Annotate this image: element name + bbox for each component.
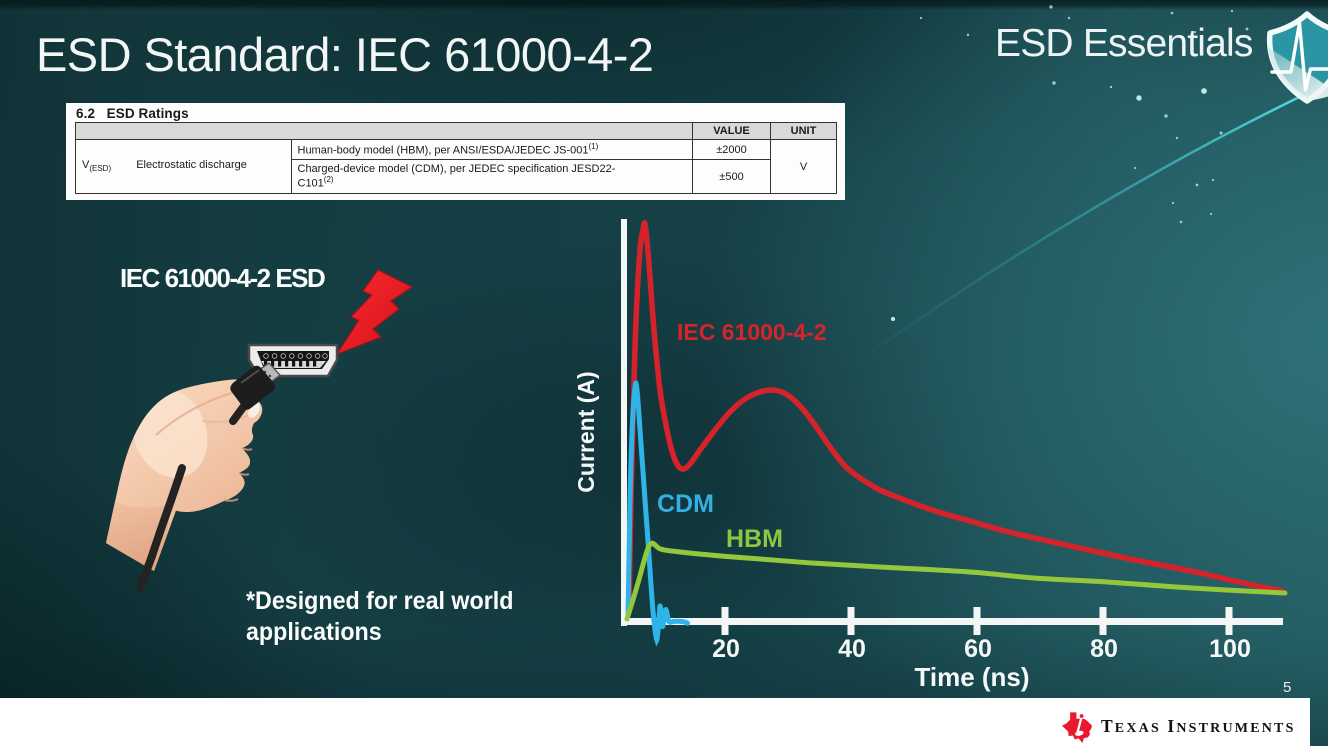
svg-text:Time (ns): Time (ns) (914, 662, 1029, 692)
svg-text:20: 20 (712, 635, 740, 663)
svg-text:60: 60 (964, 635, 992, 663)
svg-text:40: 40 (838, 635, 866, 663)
svg-text:HBM: HBM (726, 525, 783, 553)
svg-text:IEC 61000-4-2: IEC 61000-4-2 (677, 319, 827, 345)
svg-text:80: 80 (1090, 635, 1118, 663)
svg-text:CDM: CDM (657, 490, 714, 518)
svg-text:Current (A): Current (A) (573, 371, 599, 492)
svg-text:100: 100 (1209, 635, 1251, 663)
